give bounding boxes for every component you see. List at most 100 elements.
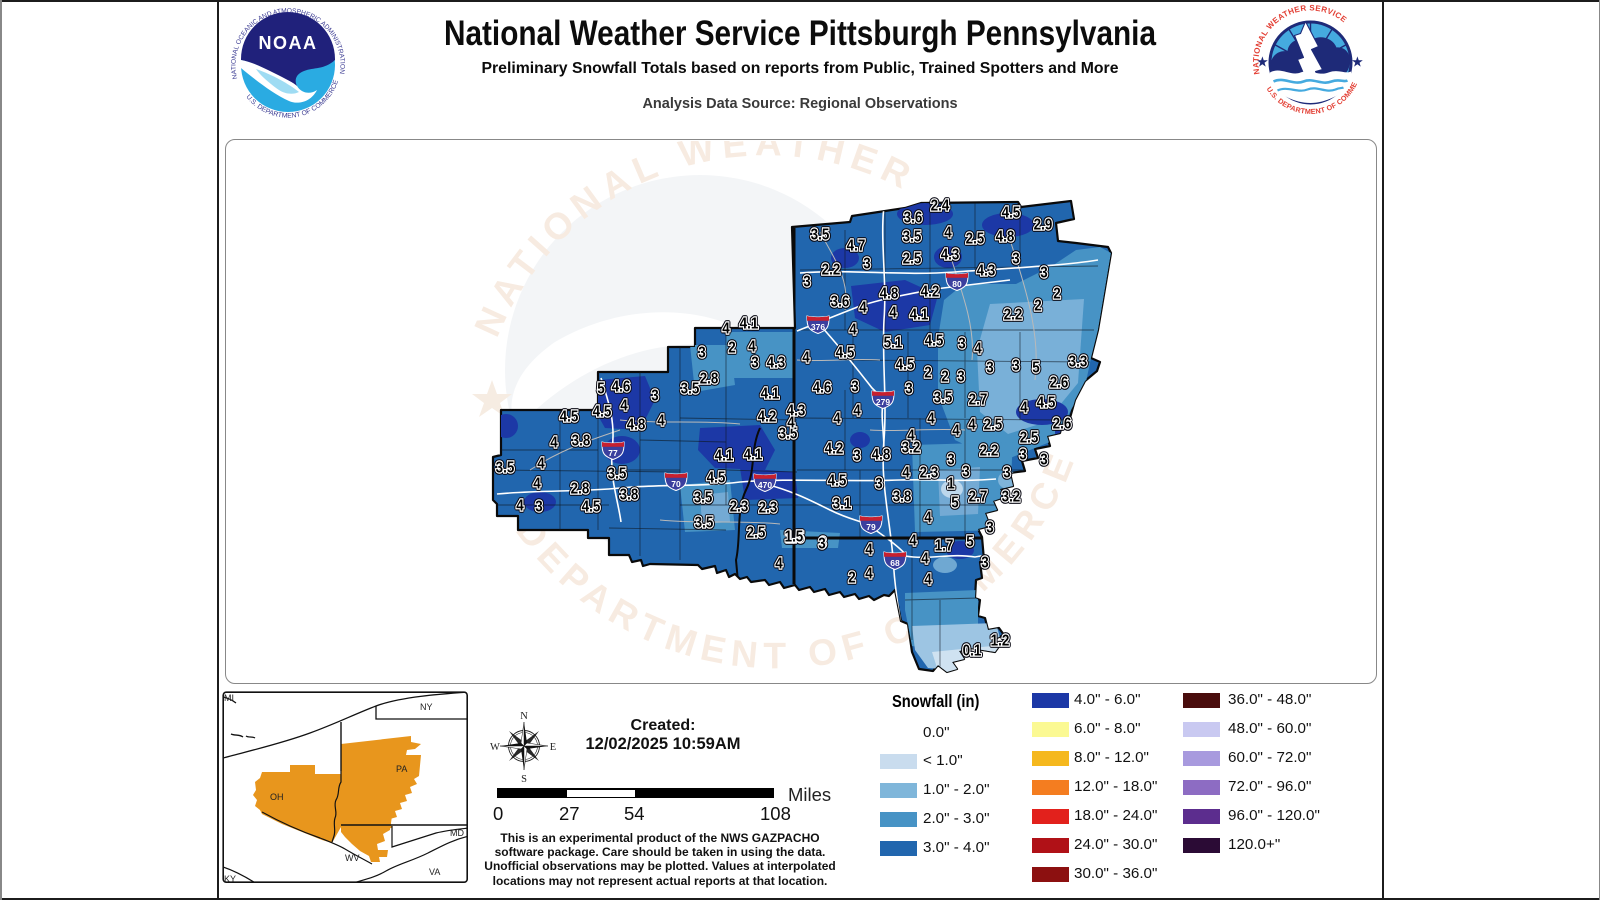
svg-text:4: 4	[849, 322, 857, 339]
svg-text:4: 4	[907, 428, 915, 445]
svg-text:4: 4	[516, 498, 524, 515]
svg-text:3: 3	[947, 452, 954, 469]
svg-text:4.6: 4.6	[612, 379, 631, 396]
svg-text:4.2: 4.2	[758, 409, 777, 426]
svg-text:4.5: 4.5	[896, 357, 915, 374]
svg-text:2.9: 2.9	[1034, 217, 1053, 234]
svg-text:4.2: 4.2	[825, 441, 844, 458]
svg-text:3.5: 3.5	[608, 466, 627, 483]
svg-text:MI: MI	[224, 693, 234, 703]
svg-text:3.1: 3.1	[833, 496, 852, 513]
svg-text:3: 3	[981, 555, 988, 572]
svg-text:4: 4	[952, 423, 960, 440]
svg-text:4.3: 4.3	[767, 355, 786, 372]
svg-text:3: 3	[958, 336, 965, 353]
svg-text:2.3: 2.3	[730, 499, 749, 516]
svg-text:4.5: 4.5	[925, 333, 944, 350]
svg-text:4: 4	[550, 435, 558, 452]
svg-text:4: 4	[859, 300, 867, 317]
svg-text:4: 4	[944, 225, 952, 242]
svg-text:5: 5	[597, 381, 604, 398]
svg-text:2.7: 2.7	[969, 392, 988, 409]
svg-text:4: 4	[1020, 400, 1028, 417]
svg-text:5: 5	[951, 495, 958, 512]
svg-text:4: 4	[537, 456, 545, 473]
svg-text:4.6: 4.6	[612, 379, 631, 396]
svg-text:4: 4	[974, 341, 982, 358]
svg-text:4: 4	[516, 498, 524, 515]
svg-text:3: 3	[751, 355, 758, 372]
svg-text:2.2: 2.2	[822, 262, 841, 279]
svg-text:4.8: 4.8	[872, 447, 891, 464]
svg-text:4.2: 4.2	[921, 284, 940, 301]
svg-text:2: 2	[924, 365, 931, 382]
svg-text:4: 4	[944, 225, 952, 242]
svg-text:4: 4	[853, 403, 861, 420]
svg-text:3: 3	[1012, 358, 1019, 375]
svg-text:3.5: 3.5	[811, 227, 830, 244]
svg-text:2.7: 2.7	[969, 489, 988, 506]
svg-text:OH: OH	[270, 792, 284, 802]
svg-text:4: 4	[802, 350, 810, 367]
svg-text:2.6: 2.6	[1050, 375, 1069, 392]
svg-text:3.5: 3.5	[694, 490, 713, 507]
svg-text:4.1: 4.1	[910, 307, 929, 324]
svg-text:4.3: 4.3	[977, 263, 996, 280]
svg-text:4: 4	[968, 417, 976, 434]
svg-text:2: 2	[848, 570, 855, 587]
svg-text:3.6: 3.6	[831, 294, 850, 311]
svg-text:79: 79	[866, 522, 876, 532]
svg-text:4.5: 4.5	[836, 345, 855, 362]
svg-text:3: 3	[986, 520, 993, 537]
svg-text:68: 68	[890, 558, 900, 568]
svg-text:3: 3	[986, 360, 993, 377]
svg-text:4: 4	[974, 341, 982, 358]
svg-text:3: 3	[853, 448, 860, 465]
svg-text:3.3: 3.3	[1069, 354, 1088, 371]
svg-text:4: 4	[533, 476, 541, 493]
svg-text:5.1: 5.1	[884, 335, 903, 352]
svg-text:3: 3	[1012, 251, 1019, 268]
svg-text:4.1: 4.1	[761, 386, 780, 403]
svg-text:4: 4	[865, 542, 873, 559]
svg-text:NOAA: NOAA	[259, 33, 318, 53]
svg-text:3: 3	[863, 256, 870, 273]
svg-text:4.8: 4.8	[627, 417, 646, 434]
svg-text:4.5: 4.5	[560, 409, 579, 426]
svg-text:4: 4	[924, 572, 932, 589]
svg-text:4: 4	[537, 456, 545, 473]
svg-text:4: 4	[657, 413, 665, 430]
svg-text:3.5: 3.5	[903, 229, 922, 246]
svg-text:4: 4	[924, 572, 932, 589]
svg-text:1.7: 1.7	[935, 538, 954, 555]
svg-text:2.5: 2.5	[747, 525, 766, 542]
svg-text:3.5: 3.5	[934, 390, 953, 407]
svg-text:3.8: 3.8	[620, 487, 639, 504]
svg-text:3.5: 3.5	[779, 426, 798, 443]
svg-text:2.8: 2.8	[700, 371, 719, 388]
svg-text:3: 3	[698, 345, 705, 362]
svg-text:MD: MD	[450, 828, 464, 838]
svg-text:3: 3	[905, 381, 912, 398]
svg-text:2.2: 2.2	[1004, 307, 1023, 324]
svg-text:4: 4	[865, 566, 873, 583]
svg-text:3: 3	[875, 476, 882, 493]
svg-text:4: 4	[909, 533, 917, 550]
svg-text:3.2: 3.2	[902, 440, 921, 457]
svg-text:3.5: 3.5	[811, 227, 830, 244]
svg-text:3: 3	[1019, 447, 1026, 464]
svg-text:4: 4	[550, 435, 558, 452]
svg-text:4: 4	[787, 415, 795, 432]
svg-text:80: 80	[952, 279, 962, 289]
svg-text:2: 2	[941, 369, 948, 386]
svg-text:4.5: 4.5	[582, 499, 601, 516]
svg-text:3.2: 3.2	[1002, 489, 1021, 506]
svg-text:77: 77	[608, 448, 618, 458]
svg-text:3.5: 3.5	[608, 466, 627, 483]
svg-text:376: 376	[811, 322, 825, 332]
svg-text:3.2: 3.2	[1002, 489, 1021, 506]
svg-text:5: 5	[1032, 360, 1039, 377]
svg-text:4: 4	[865, 542, 873, 559]
svg-text:3.8: 3.8	[893, 489, 912, 506]
svg-text:4.2: 4.2	[825, 441, 844, 458]
